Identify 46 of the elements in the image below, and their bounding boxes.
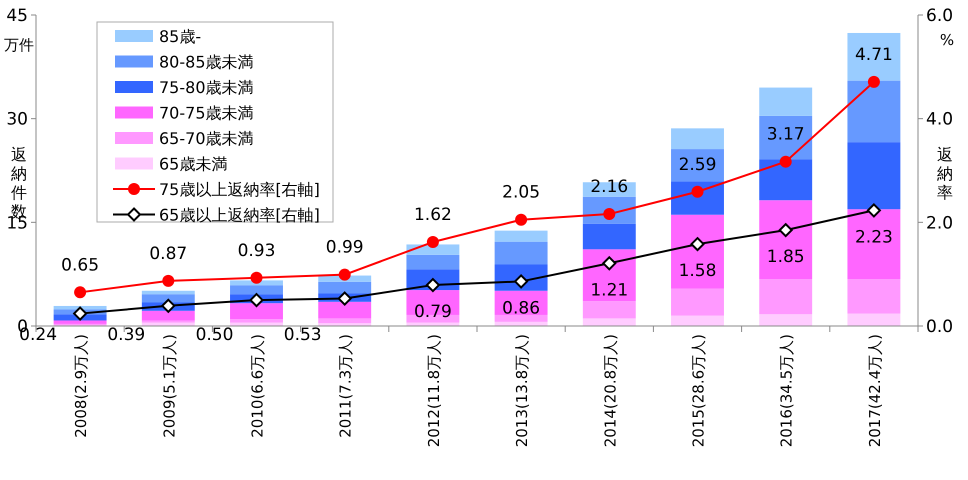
legend-label: 65歳以上返納率[右軸]	[159, 206, 320, 224]
y2-tick-label: 0.0	[926, 317, 954, 337]
data-label: 0.93	[238, 240, 276, 261]
y-tick-label: 30	[6, 110, 28, 130]
y2-axis-title: 返納率	[937, 145, 953, 202]
x-tick-label: 2008(2.9万人)	[72, 334, 90, 438]
y-tick-label: 45	[6, 6, 28, 26]
text: %	[940, 31, 954, 49]
x-tick-label: 2011(7.3万人)	[336, 334, 355, 438]
data-label: 1.58	[678, 261, 716, 282]
data-label: 2.05	[502, 182, 540, 203]
x-tick-label: 2015(28.6万人)	[690, 334, 708, 448]
legend-label: 85歳-	[159, 27, 202, 46]
legend-label: 75-80歳未満	[159, 78, 254, 97]
legend-label: 65歳未満	[159, 154, 228, 174]
y2-tick-label: 6.0	[926, 6, 954, 26]
data-label: 0.86	[502, 298, 540, 318]
data-label: 0.99	[326, 238, 364, 258]
legend-label: 70-75歳未満	[159, 104, 254, 122]
data-label: 0.50	[196, 325, 234, 345]
data-label: 2.16	[590, 177, 628, 198]
text: 万件	[4, 36, 34, 54]
x-tick-label: 2010(6.6万人)	[248, 334, 266, 438]
y2-tick-label: 2.0	[926, 213, 954, 234]
x-tick-label: 2012(11.8万人)	[424, 334, 443, 448]
x-tick-label: 2013(13.8万人)	[513, 334, 532, 448]
data-label: 4.71	[854, 44, 893, 65]
data-label: 0.53	[284, 325, 322, 345]
legend-label: 75歳以上返納率[右軸]	[159, 180, 320, 199]
data-label: 2.23	[854, 227, 893, 248]
data-label: 1.85	[766, 247, 805, 268]
data-label: 0.79	[414, 302, 452, 322]
data-label: 0.65	[61, 255, 100, 276]
data-label: 1.62	[414, 205, 452, 226]
data-label: 0.39	[107, 325, 146, 345]
legend-label: 80-85歳未満	[159, 52, 254, 72]
data-label: 1.21	[590, 280, 628, 300]
x-tick-label: 2009(5.1万人)	[160, 334, 178, 438]
x-tick-label: 2017(42.4万人)	[866, 334, 884, 448]
legend-label: 65-70歳未満	[159, 129, 254, 148]
x-tick-label: 2016(34.5万人)	[778, 334, 796, 448]
data-label: 3.17	[766, 124, 805, 145]
y2-tick-label: 4.0	[926, 110, 954, 130]
data-label: 0.87	[149, 244, 188, 264]
x-tick-label: 2014(20.8万人)	[601, 334, 620, 448]
data-label: 2.59	[678, 154, 716, 175]
